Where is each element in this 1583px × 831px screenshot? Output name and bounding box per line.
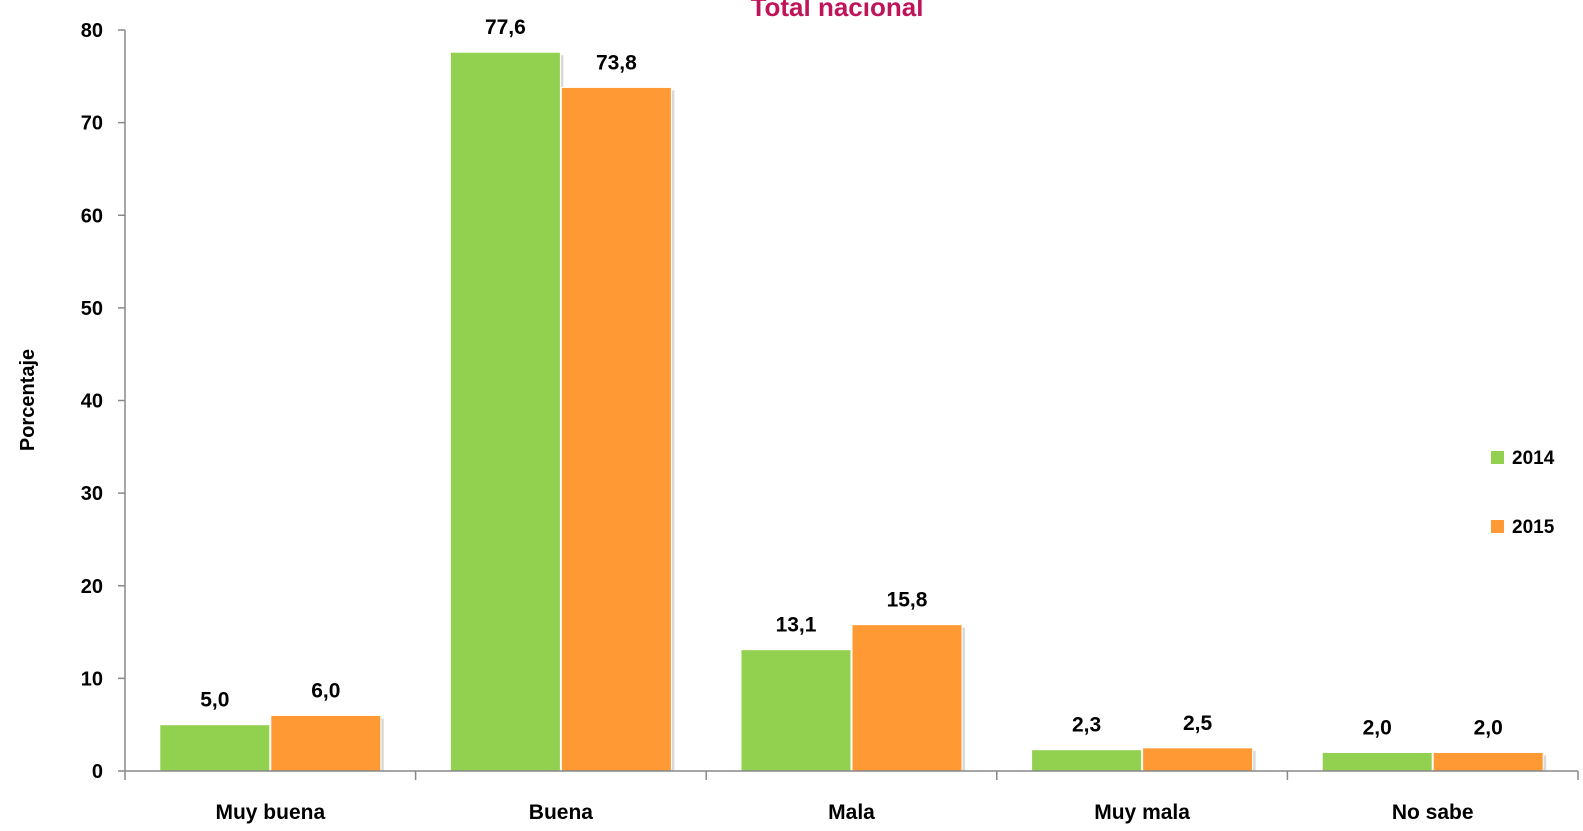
data-label: 2,0 bbox=[1363, 716, 1392, 739]
legend-swatch bbox=[1491, 451, 1504, 464]
data-label: 6,0 bbox=[311, 679, 340, 702]
category-label: No sabe bbox=[1392, 801, 1474, 824]
bar-series bbox=[159, 51, 1547, 772]
category-label: Muy mala bbox=[1094, 801, 1190, 824]
bar-2014-muy-buena bbox=[159, 724, 271, 772]
y-tick-label: 30 bbox=[81, 483, 103, 505]
bar-2015-mala bbox=[851, 624, 963, 772]
category-labels: Muy buena Buena Mala Muy mala No sabe bbox=[215, 801, 1473, 824]
data-labels: 5,0 6,0 77,6 73,8 13,1 15,8 2,3 2,5 2,0 2,0 bbox=[200, 16, 1503, 739]
data-label: 2,3 bbox=[1072, 714, 1101, 737]
y-tick-label: 10 bbox=[81, 668, 103, 690]
y-axis-label: Porcentaje bbox=[17, 349, 39, 451]
y-tick-label: 60 bbox=[81, 205, 103, 227]
legend-label: 2014 bbox=[1512, 448, 1555, 469]
bar-2014-no-sabe bbox=[1321, 751, 1433, 772]
bar-2014-mala bbox=[740, 649, 852, 772]
chart-title: Total nacional bbox=[751, 0, 924, 22]
category-label: Mala bbox=[828, 801, 875, 824]
category-label: Buena bbox=[529, 801, 594, 824]
bar-2014-muy-mala bbox=[1031, 749, 1143, 772]
bar-2015-muy-mala bbox=[1142, 747, 1254, 772]
data-label: 77,6 bbox=[485, 16, 526, 39]
data-label: 2,0 bbox=[1474, 716, 1503, 739]
x-axis-ticks bbox=[124, 771, 1579, 780]
legend-label: 2015 bbox=[1512, 517, 1555, 538]
bar-2015-buena bbox=[560, 86, 672, 772]
data-label: 2,5 bbox=[1183, 712, 1213, 735]
legend: 2014 2015 bbox=[1491, 448, 1555, 538]
category-label: Muy buena bbox=[215, 801, 325, 824]
bar-2015-muy-buena bbox=[270, 714, 382, 772]
bar-2014-buena bbox=[449, 51, 561, 772]
data-label: 13,1 bbox=[776, 614, 817, 637]
data-label: 5,0 bbox=[200, 689, 229, 712]
y-axis-ticks: 0 10 20 30 40 50 60 70 80 bbox=[81, 20, 125, 783]
bar-2015-no-sabe bbox=[1432, 751, 1544, 772]
y-tick-label: 80 bbox=[81, 20, 103, 42]
y-tick-label: 40 bbox=[81, 391, 103, 413]
y-tick-label: 20 bbox=[81, 576, 103, 598]
y-tick-label: 0 bbox=[92, 761, 103, 783]
data-label: 15,8 bbox=[887, 589, 928, 612]
legend-swatch bbox=[1491, 520, 1504, 533]
data-label: 73,8 bbox=[596, 51, 637, 74]
y-tick-label: 70 bbox=[81, 113, 103, 135]
y-tick-label: 50 bbox=[81, 298, 103, 320]
